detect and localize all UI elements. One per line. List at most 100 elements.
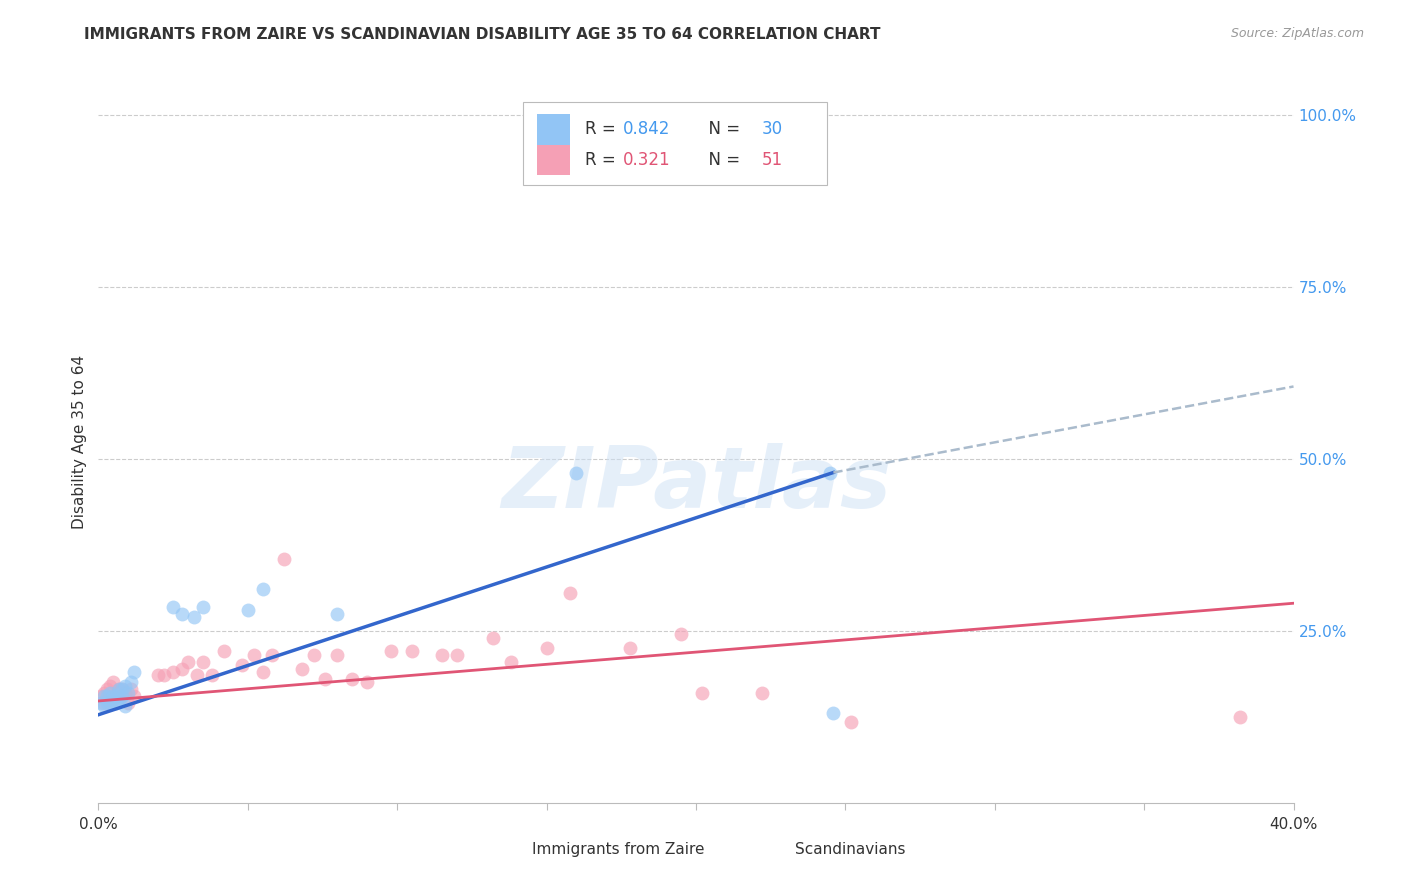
Point xyxy=(499,655,522,669)
Point xyxy=(96,696,118,710)
Point xyxy=(93,699,115,714)
Point xyxy=(560,586,582,600)
Point xyxy=(690,686,713,700)
Point xyxy=(117,686,139,700)
FancyBboxPatch shape xyxy=(523,102,827,185)
Point xyxy=(105,689,128,703)
Point xyxy=(90,689,112,703)
Point xyxy=(291,662,314,676)
Point xyxy=(252,665,274,679)
Point xyxy=(183,610,205,624)
Point xyxy=(302,648,325,662)
Point xyxy=(93,689,115,703)
Text: Immigrants from Zaire: Immigrants from Zaire xyxy=(533,842,704,857)
Point xyxy=(177,655,200,669)
Point xyxy=(96,689,118,703)
Point xyxy=(103,675,125,690)
Point xyxy=(356,675,378,690)
Text: N =: N = xyxy=(699,120,745,138)
Point xyxy=(619,640,641,655)
Point xyxy=(236,603,259,617)
Point xyxy=(111,689,134,703)
Point xyxy=(114,699,136,714)
Text: N =: N = xyxy=(699,151,745,169)
Text: ZIPatlas: ZIPatlas xyxy=(501,443,891,526)
Point xyxy=(326,648,349,662)
Point xyxy=(482,631,505,645)
Point xyxy=(120,675,142,690)
Point xyxy=(446,648,468,662)
Point xyxy=(124,689,146,703)
Text: Source: ZipAtlas.com: Source: ZipAtlas.com xyxy=(1230,27,1364,40)
Point xyxy=(103,692,125,706)
Point xyxy=(191,599,214,614)
Bar xyxy=(537,145,571,175)
Point xyxy=(96,692,118,706)
Point xyxy=(105,696,128,710)
Point xyxy=(114,679,136,693)
Text: 0.321: 0.321 xyxy=(623,151,671,169)
Point xyxy=(108,692,131,706)
Bar xyxy=(762,838,787,863)
Point xyxy=(153,668,176,682)
Point xyxy=(120,682,142,697)
Text: Scandinavians: Scandinavians xyxy=(796,842,905,857)
Point xyxy=(252,582,274,597)
Text: IMMIGRANTS FROM ZAIRE VS SCANDINAVIAN DISABILITY AGE 35 TO 64 CORRELATION CHART: IMMIGRANTS FROM ZAIRE VS SCANDINAVIAN DI… xyxy=(84,27,882,42)
Point xyxy=(823,706,845,721)
Text: 51: 51 xyxy=(762,151,783,169)
Point xyxy=(96,682,118,697)
Point xyxy=(231,658,253,673)
Point xyxy=(108,682,131,697)
Point xyxy=(124,665,146,679)
Point xyxy=(243,648,266,662)
Text: R =: R = xyxy=(585,120,621,138)
Point xyxy=(326,607,349,621)
Point xyxy=(111,689,134,703)
Point xyxy=(93,686,115,700)
Point xyxy=(212,644,235,658)
Point xyxy=(103,689,125,703)
Point xyxy=(669,627,692,641)
Point xyxy=(117,696,139,710)
Point xyxy=(430,648,453,662)
Point xyxy=(93,696,115,710)
Point xyxy=(1229,710,1251,724)
Point xyxy=(401,644,423,658)
Point xyxy=(260,648,283,662)
Point xyxy=(148,668,170,682)
Point xyxy=(111,682,134,697)
Point xyxy=(98,686,122,700)
Point xyxy=(820,466,842,480)
Point xyxy=(751,686,773,700)
Point xyxy=(98,696,122,710)
Text: 0.842: 0.842 xyxy=(623,120,671,138)
Point xyxy=(315,672,337,686)
Point xyxy=(172,607,194,621)
Point xyxy=(162,665,184,679)
Point xyxy=(565,466,588,480)
Y-axis label: Disability Age 35 to 64: Disability Age 35 to 64 xyxy=(72,354,87,529)
Text: R =: R = xyxy=(585,151,621,169)
Bar xyxy=(537,114,571,145)
Point xyxy=(90,696,112,710)
Point xyxy=(162,599,184,614)
Point xyxy=(108,682,131,697)
Point xyxy=(98,692,122,706)
Point xyxy=(172,662,194,676)
Point xyxy=(536,640,558,655)
Point xyxy=(191,655,214,669)
Text: 30: 30 xyxy=(762,120,783,138)
Point xyxy=(105,689,128,703)
Point xyxy=(111,682,134,697)
Point xyxy=(201,668,224,682)
Point xyxy=(103,692,125,706)
Point xyxy=(380,644,402,658)
Point xyxy=(186,668,208,682)
Point xyxy=(98,679,122,693)
Point xyxy=(342,672,364,686)
Point xyxy=(114,686,136,700)
Bar xyxy=(499,838,524,863)
Point xyxy=(841,714,863,729)
Point xyxy=(273,551,295,566)
